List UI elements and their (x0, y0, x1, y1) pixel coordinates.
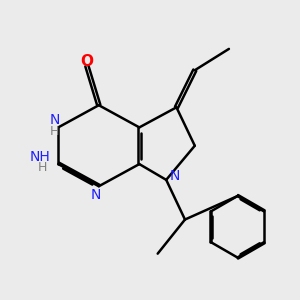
Text: N: N (169, 169, 180, 183)
Text: H: H (38, 161, 48, 174)
Text: N: N (50, 113, 60, 127)
Text: N: N (90, 188, 100, 202)
Text: NH: NH (30, 150, 51, 164)
Text: O: O (80, 54, 93, 69)
Text: H: H (50, 125, 60, 138)
